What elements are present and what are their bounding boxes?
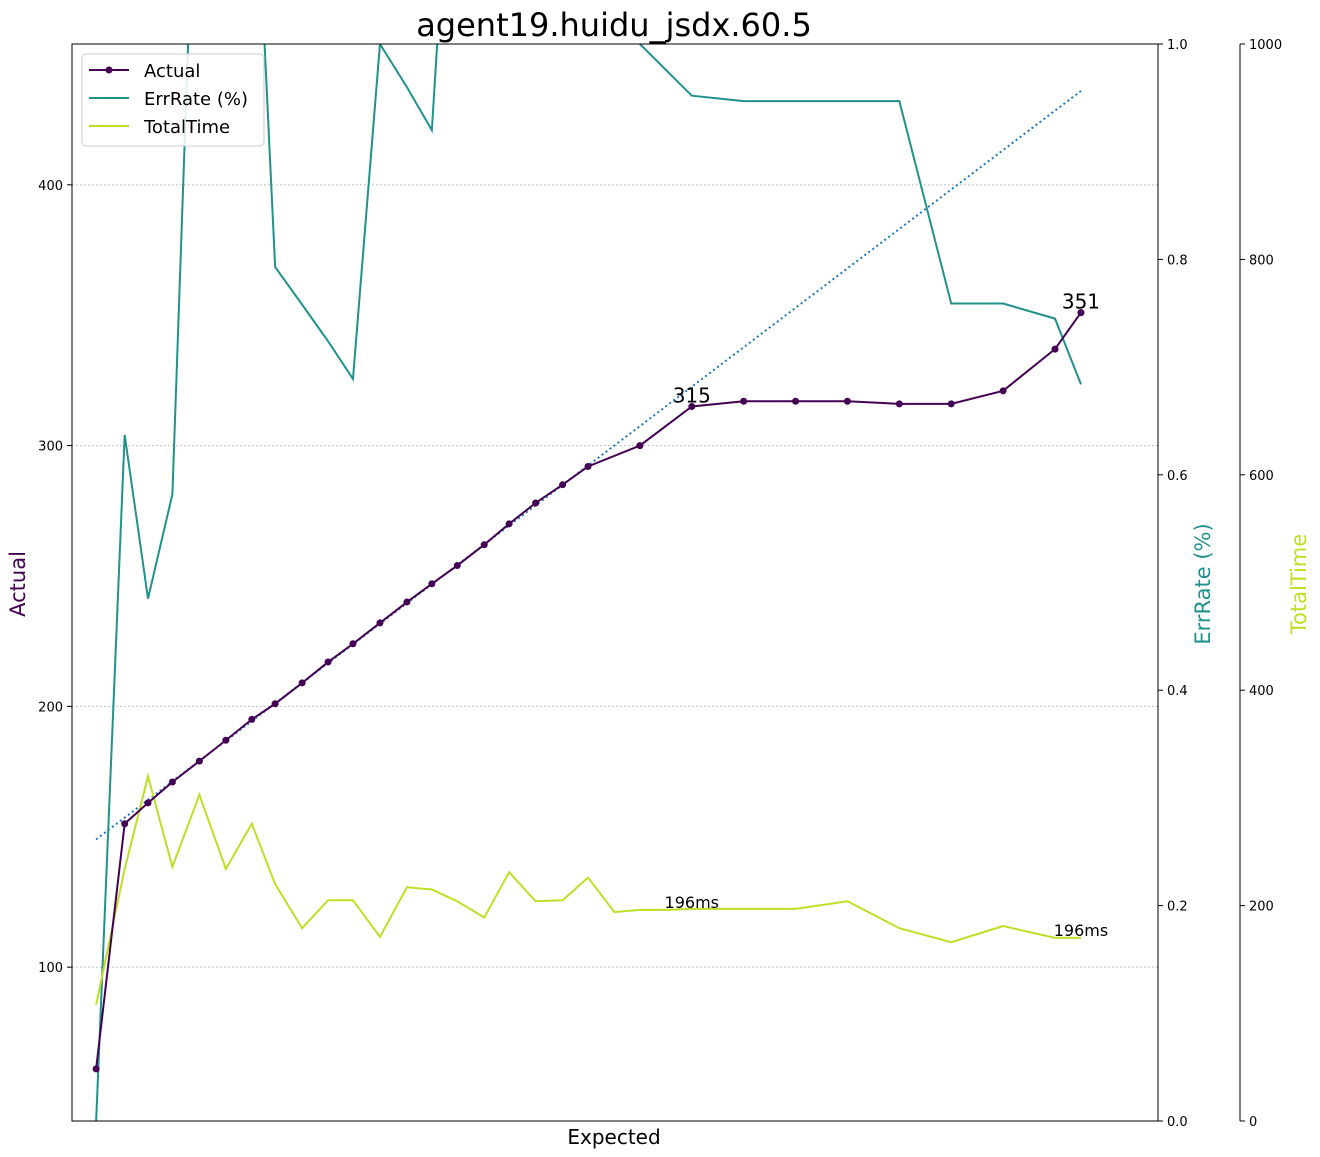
actual-point — [349, 640, 356, 647]
actual-point — [844, 398, 851, 405]
errrate-series — [96, 0, 1081, 1121]
legend-actual-label: Actual — [144, 61, 200, 82]
errrate-tick-label: 0.2 — [1167, 900, 1188, 915]
actual-point — [196, 758, 203, 765]
time-annotation: 196ms — [1054, 921, 1108, 940]
gridlines — [72, 185, 1158, 967]
actual-point — [121, 820, 128, 827]
errrate-axis-label: ErrRate (%) — [1191, 523, 1215, 644]
actual-point — [403, 599, 410, 606]
plot-frame — [72, 44, 1158, 1121]
errrate-tick-label: 1.0 — [1167, 38, 1188, 53]
actual-point — [740, 398, 747, 405]
actual-line — [96, 313, 1081, 1069]
actual-point — [93, 1065, 100, 1072]
actual-point — [376, 619, 383, 626]
time-annotation: 196ms — [665, 893, 719, 912]
errrate-axis-ticks: 0.0 0.2 0.4 0.6 0.8 1.0 — [1158, 38, 1188, 1130]
errrate-line — [96, 0, 1081, 1121]
actual-point — [559, 481, 566, 488]
actual-point — [532, 499, 539, 506]
totaltime-tick-label: 800 — [1249, 253, 1274, 268]
x-axis-label: Expected — [567, 1125, 660, 1149]
totaltime-tick-label: 200 — [1249, 900, 1274, 915]
totaltime-tick-label: 400 — [1249, 684, 1274, 699]
value-annotation: 351 — [1062, 290, 1100, 314]
actual-point — [325, 659, 332, 666]
totaltime-line — [96, 776, 1081, 1004]
actual-point — [428, 580, 435, 587]
annotations: 315 351 196ms 196ms — [665, 290, 1109, 940]
actual-point — [585, 463, 592, 470]
actual-point — [481, 541, 488, 548]
legend-errrate-label: ErrRate (%) — [144, 89, 248, 110]
y-tick-label: 200 — [38, 700, 63, 715]
errrate-tick-label: 0.6 — [1167, 469, 1188, 484]
totaltime-tick-label: 600 — [1249, 469, 1274, 484]
totaltime-series — [96, 776, 1081, 1004]
y-tick-label: 100 — [38, 961, 63, 976]
y-tick-label: 300 — [38, 440, 63, 455]
totaltime-axis-label: TotalTime — [1287, 534, 1311, 635]
actual-point — [636, 442, 643, 449]
actual-point — [896, 400, 903, 407]
actual-point — [454, 562, 461, 569]
actual-point — [145, 799, 152, 806]
totaltime-axis-ticks: 0 200 400 600 800 1000 — [1240, 38, 1282, 1130]
actual-point — [506, 520, 513, 527]
actual-point — [1052, 346, 1059, 353]
actual-point — [222, 737, 229, 744]
y-axis-label: Actual — [6, 551, 30, 617]
errrate-tick-label: 0.4 — [1167, 684, 1188, 699]
actual-series — [93, 309, 1085, 1072]
actual-point — [792, 398, 799, 405]
legend-actual-marker — [106, 67, 113, 74]
value-annotation: 315 — [673, 383, 711, 407]
actual-point — [248, 716, 255, 723]
actual-point — [299, 679, 306, 686]
actual-point — [169, 778, 176, 785]
totaltime-tick-label: 0 — [1249, 1115, 1257, 1130]
left-axis-ticks: 100 200 300 400 — [38, 179, 72, 976]
y-tick-label: 400 — [38, 179, 63, 194]
totaltime-tick-label: 1000 — [1249, 38, 1282, 53]
errrate-tick-label: 0.0 — [1167, 1115, 1188, 1130]
actual-point — [948, 400, 955, 407]
errrate-tick-label: 0.8 — [1167, 253, 1188, 268]
actual-point — [272, 700, 279, 707]
chart-title: agent19.huidu_jsdx.60.5 — [416, 6, 812, 44]
actual-point — [1000, 387, 1007, 394]
legend: Actual ErrRate (%) TotalTime — [82, 54, 264, 146]
legend-totaltime-label: TotalTime — [143, 117, 230, 138]
